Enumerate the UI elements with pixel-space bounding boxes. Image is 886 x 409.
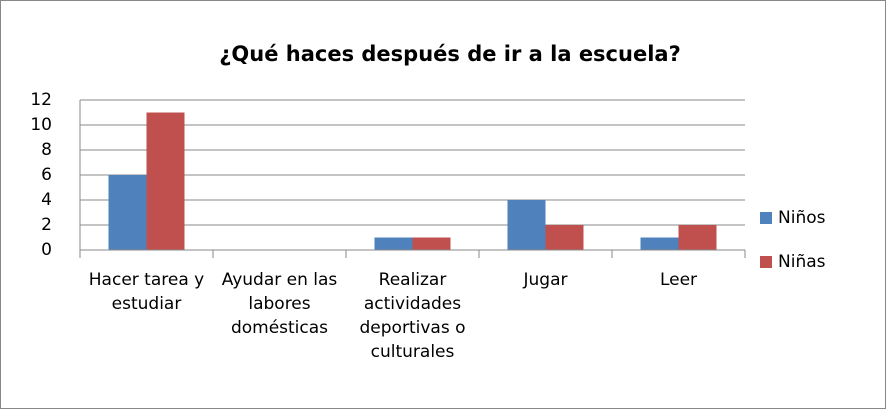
bar (678, 225, 717, 250)
x-tick-label: Ayudar en las labores domésticas (221, 270, 338, 338)
y-tick-label: 8 (41, 140, 52, 160)
bar (108, 175, 147, 250)
bar (507, 200, 546, 250)
x-tick-label: Hacer tarea y estudiar (88, 270, 205, 314)
x-tick-label: Leer (659, 270, 698, 290)
x-tick-label: Jugar (523, 270, 568, 290)
y-tick-label: 6 (41, 165, 52, 185)
legend-swatch (760, 212, 772, 224)
bar (146, 112, 185, 250)
y-tick-label: 2 (41, 215, 52, 235)
y-tick-label: 12 (30, 90, 52, 110)
bar (545, 225, 584, 250)
y-tick-label: 4 (41, 190, 52, 210)
x-tick-label: Realizar actividades deportivas o cultur… (359, 270, 466, 362)
bar (412, 237, 451, 250)
bar (374, 237, 413, 250)
chart-title: ¿Qué haces después de ir a la escuela? (219, 42, 681, 66)
legend-label: Niñas (778, 252, 826, 272)
legend-label: Niños (778, 208, 826, 228)
bar (640, 237, 679, 250)
y-tick-label: 10 (30, 115, 52, 135)
y-tick-label: 0 (41, 240, 52, 260)
legend-swatch (760, 256, 772, 268)
